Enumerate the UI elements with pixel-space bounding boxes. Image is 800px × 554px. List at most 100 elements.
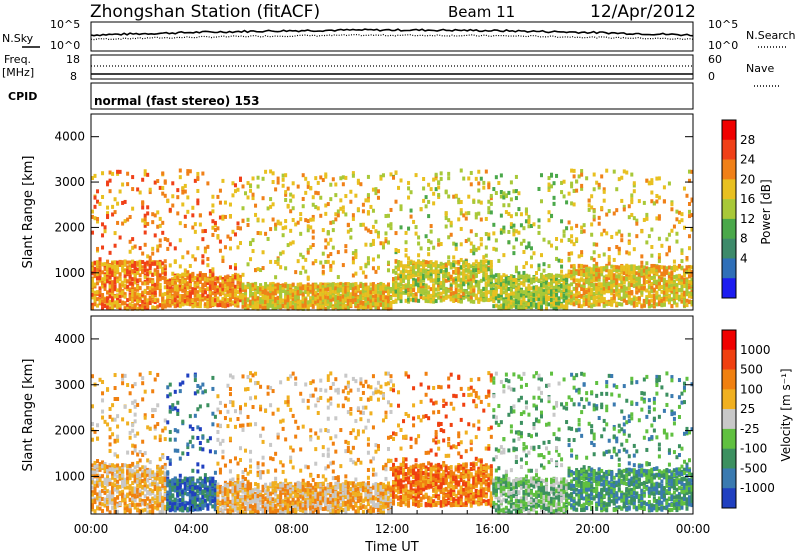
heatmap-cell xyxy=(101,262,105,267)
heatmap-cell xyxy=(178,273,182,278)
heatmap-cell xyxy=(183,189,187,194)
heatmap-cell xyxy=(266,206,270,211)
heatmap-cell xyxy=(231,193,235,198)
heatmap-cell xyxy=(301,292,305,297)
heatmap-cell xyxy=(153,282,157,287)
heatmap-cell xyxy=(201,171,205,176)
nsky-nsearch-traces xyxy=(90,28,694,41)
heatmap-cell xyxy=(264,231,268,236)
heatmap-cell xyxy=(319,302,323,307)
heatmap-cell xyxy=(244,291,248,296)
heatmap-cell xyxy=(477,188,481,193)
heatmap-cell xyxy=(126,171,130,176)
heatmap-cell xyxy=(326,302,330,307)
heatmap-cell xyxy=(91,288,95,293)
heatmap-cell xyxy=(223,275,227,280)
heatmap-cell xyxy=(311,282,315,287)
heatmap-cell xyxy=(108,280,112,285)
heatmap-cell xyxy=(329,220,333,225)
heatmap-cell xyxy=(143,230,147,235)
heatmap-cell xyxy=(241,304,245,309)
heatmap-cell xyxy=(560,219,564,224)
heatmap-cell xyxy=(514,265,518,270)
heatmap-cell xyxy=(567,220,571,225)
heatmap-cell xyxy=(121,280,125,285)
heatmap-cell xyxy=(96,262,100,267)
heatmap-cell xyxy=(284,302,288,307)
heatmap-cell xyxy=(354,255,358,260)
heatmap-cell xyxy=(356,306,360,311)
heatmap-cell xyxy=(128,297,132,302)
heatmap-cell xyxy=(311,285,315,290)
heatmap-cell xyxy=(176,211,180,216)
heatmap-cell xyxy=(346,302,350,307)
heatmap-cell xyxy=(346,229,350,234)
heatmap-cell xyxy=(231,229,235,234)
heatmap-cell xyxy=(331,220,335,225)
heatmap-cell xyxy=(176,195,180,200)
heatmap-cell xyxy=(299,212,303,217)
heatmap-cell xyxy=(306,219,310,224)
heatmap-cell xyxy=(143,220,147,225)
heatmap-cell xyxy=(316,303,320,308)
heatmap-cell xyxy=(186,296,190,301)
heatmap-cell xyxy=(319,291,323,296)
heatmap-cell xyxy=(386,260,390,265)
heatmap-cell xyxy=(123,306,127,311)
heatmap-cell xyxy=(266,236,270,241)
heatmap-cell xyxy=(141,270,145,275)
heatmap-cell xyxy=(106,275,110,280)
heatmap-cell xyxy=(141,265,145,270)
heatmap-cell xyxy=(148,296,152,301)
heatmap-cell xyxy=(158,286,162,291)
heatmap-cell xyxy=(91,214,95,219)
heatmap-cell xyxy=(326,202,330,207)
heatmap-cell xyxy=(427,252,431,257)
heatmap-cell xyxy=(146,304,150,309)
heatmap-cell xyxy=(233,297,237,302)
heatmap-cell xyxy=(208,299,212,304)
heatmap-cell xyxy=(236,275,240,280)
heatmap-cell xyxy=(324,174,328,179)
heatmap-cell xyxy=(173,298,177,303)
heatmap-cell xyxy=(191,301,195,306)
heatmap-cell xyxy=(329,263,333,268)
heatmap-cell xyxy=(251,192,255,197)
heatmap-cell xyxy=(364,198,368,203)
heatmap-cell xyxy=(146,291,150,296)
heatmap-cell xyxy=(392,175,396,180)
heatmap-cell xyxy=(301,255,305,260)
heatmap-cell xyxy=(223,299,227,304)
heatmap-cell xyxy=(131,187,135,192)
heatmap-cell xyxy=(131,285,135,290)
heatmap-cell xyxy=(306,250,310,255)
heatmap-cell xyxy=(116,279,120,284)
heatmap-cell xyxy=(467,194,471,199)
heatmap-cell xyxy=(156,179,160,184)
heatmap-cell xyxy=(542,262,546,267)
nsky-tick-top: 10^5 xyxy=(50,18,80,31)
heatmap-cell xyxy=(640,260,644,265)
heatmap-cell xyxy=(256,298,260,303)
heatmap-cell xyxy=(371,208,375,213)
heatmap-cell xyxy=(156,248,160,253)
heatmap-cell xyxy=(296,282,300,287)
heatmap-cell xyxy=(101,277,105,282)
heatmap-cell xyxy=(91,209,95,214)
heatmap-cell xyxy=(236,280,240,285)
heatmap-cell xyxy=(156,278,160,283)
heatmap-cell xyxy=(241,218,245,223)
heatmap-cell xyxy=(351,173,355,178)
heatmap-cell xyxy=(166,238,170,243)
heatmap-cell xyxy=(106,305,110,310)
heatmap-cell xyxy=(331,285,335,290)
heatmap-cell xyxy=(151,305,155,310)
heatmap-cell xyxy=(249,288,253,293)
heatmap-cell xyxy=(186,282,190,287)
heatmap-cell xyxy=(238,241,242,246)
heatmap-cell xyxy=(269,204,273,209)
heatmap-cell xyxy=(128,260,132,265)
heatmap-cell xyxy=(592,172,596,177)
heatmap-cell xyxy=(211,279,215,284)
heatmap-cell xyxy=(469,229,473,234)
